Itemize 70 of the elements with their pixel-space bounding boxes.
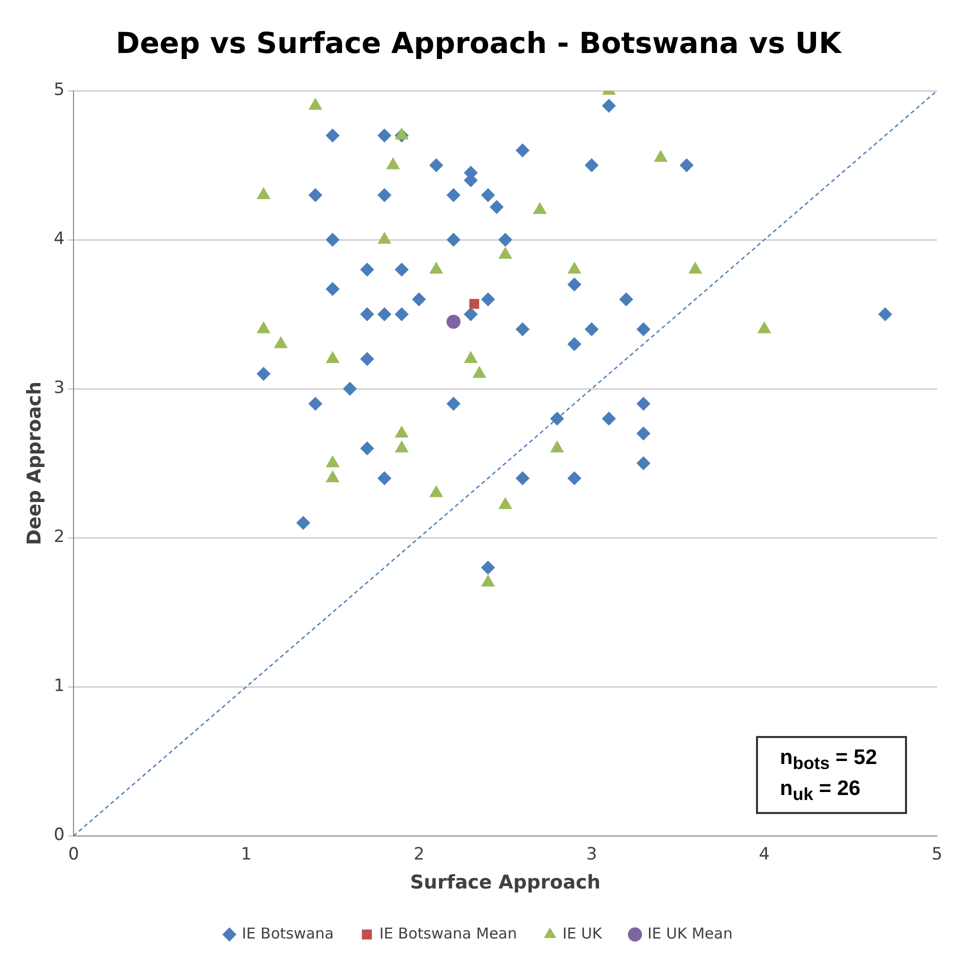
y-tick-label: 0 xyxy=(54,825,65,846)
point xyxy=(394,262,409,277)
y-axis-title: Deep Approach xyxy=(23,381,46,546)
y-tick-label: 3 xyxy=(54,378,65,398)
point xyxy=(394,307,409,322)
point xyxy=(584,158,599,172)
point xyxy=(680,158,694,172)
point xyxy=(412,292,426,306)
y-tick-label: 5 xyxy=(54,80,65,100)
point xyxy=(446,232,461,247)
point xyxy=(360,441,374,456)
point xyxy=(602,412,616,426)
point xyxy=(636,322,650,336)
x-tick-label: 5 xyxy=(932,844,942,864)
point xyxy=(326,232,340,247)
legend-label: IE Botswana xyxy=(242,924,334,942)
legend-label: IE UK xyxy=(562,924,604,942)
point xyxy=(308,396,322,411)
point xyxy=(602,98,616,113)
x-tick-label: 2 xyxy=(414,844,424,864)
point xyxy=(446,396,461,411)
annotation: n$_{bots}$ = 52 xyxy=(780,746,877,773)
point xyxy=(567,278,582,292)
point xyxy=(377,128,392,142)
point xyxy=(464,307,478,322)
point xyxy=(516,471,530,486)
y-tick-label: 4 xyxy=(54,229,65,250)
x-tick-label: 1 xyxy=(240,844,252,864)
y-tick-label: 1 xyxy=(54,676,65,696)
x-tick-label: 4 xyxy=(758,844,770,864)
x-axis-title: Surface Approach xyxy=(410,872,600,894)
point xyxy=(490,200,504,214)
point xyxy=(481,188,496,202)
point xyxy=(308,188,322,202)
chart-title: Deep vs Surface Approach - Botswana vs UK xyxy=(116,26,843,60)
point xyxy=(584,322,599,336)
y-tick-label: 2 xyxy=(54,527,65,548)
point xyxy=(636,396,650,411)
annotation: n$_{uk}$ = 26 xyxy=(780,776,860,804)
point xyxy=(342,382,357,396)
point xyxy=(377,188,392,202)
point xyxy=(636,426,650,440)
point xyxy=(516,143,530,158)
point xyxy=(498,232,512,247)
point xyxy=(619,292,634,306)
point xyxy=(446,314,461,329)
legend-label: IE Botswana Mean xyxy=(379,924,518,942)
x-tick-label: 3 xyxy=(586,844,598,864)
legend-label: IE UK Mean xyxy=(647,924,733,942)
point xyxy=(360,262,374,277)
point xyxy=(567,471,582,486)
point xyxy=(296,516,310,530)
x-tick-label: 0 xyxy=(68,844,80,864)
point xyxy=(567,337,582,352)
point xyxy=(360,307,374,322)
point xyxy=(469,298,480,309)
point xyxy=(481,560,496,575)
point xyxy=(326,128,340,142)
point xyxy=(326,282,340,296)
point xyxy=(550,412,564,426)
point xyxy=(429,158,444,172)
point xyxy=(878,307,892,322)
point xyxy=(481,292,496,306)
point xyxy=(446,188,461,202)
point xyxy=(360,352,374,366)
point xyxy=(256,366,271,381)
point xyxy=(377,471,392,486)
point xyxy=(516,322,530,336)
point xyxy=(636,456,650,470)
point xyxy=(377,307,392,322)
